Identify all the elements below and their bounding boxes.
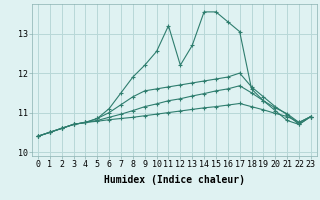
X-axis label: Humidex (Indice chaleur): Humidex (Indice chaleur)	[104, 175, 245, 185]
